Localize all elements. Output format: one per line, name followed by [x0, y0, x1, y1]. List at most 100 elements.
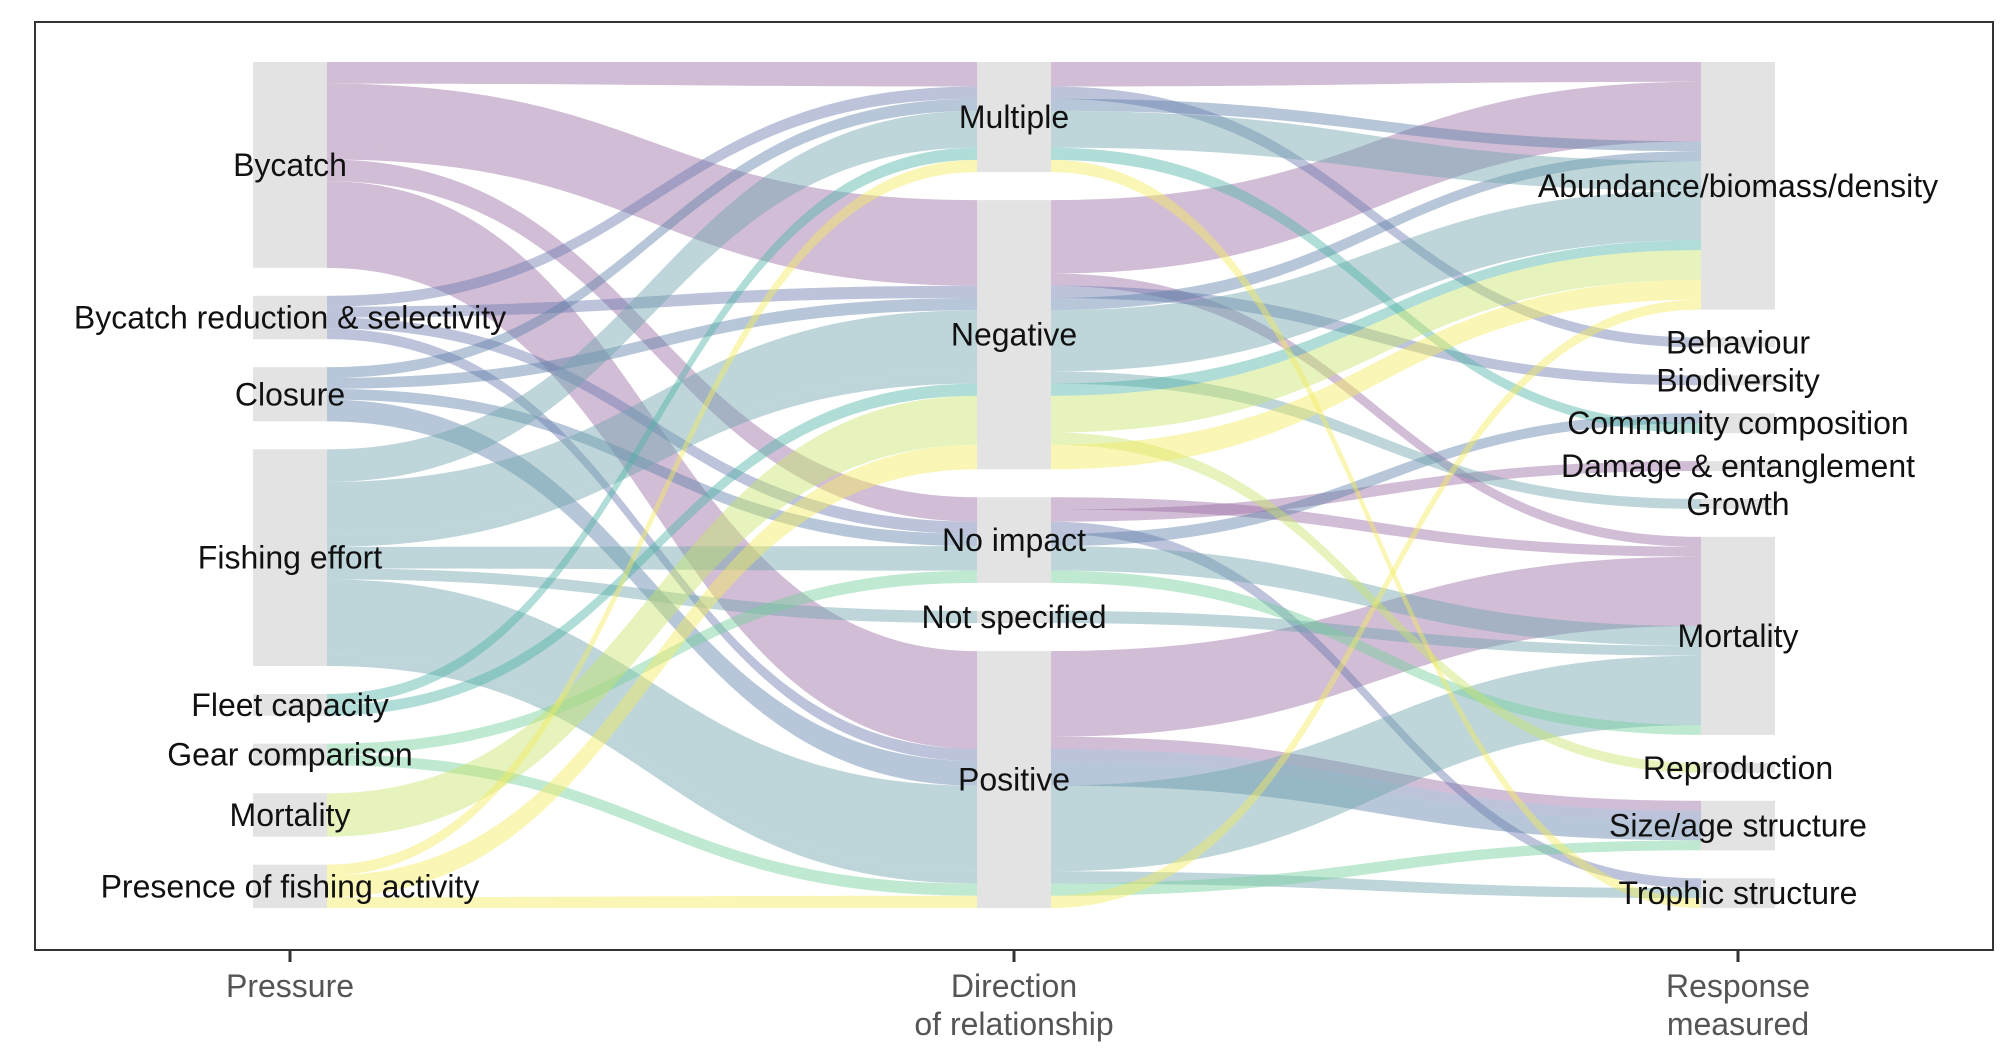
flow-bycatch-reduction-selectivity-positive-10 [327, 328, 977, 762]
node-pressure-mortality [253, 793, 327, 837]
flow-presence-of-fishing-activity-multiple-28 [327, 159, 977, 876]
node-label-pressure-mortality: Mortality [230, 797, 351, 833]
flow-bycatch-abundance-biomass-density-1 [1051, 81, 1701, 274]
node-label-direction-no-impact: No impact [942, 522, 1086, 558]
node-response-growth [1701, 499, 1775, 509]
node-label-direction-not-specified: Not specified [922, 599, 1107, 635]
flow-mortality-negative-27 [327, 432, 977, 837]
nodes-layer [253, 62, 1775, 908]
flow-closure-abundance-biomass-density-11 [1051, 98, 1701, 152]
node-label-response-trophic-structure: Trophic structure [1619, 875, 1858, 911]
flow-fishing-effort-trophic-structure-21 [1051, 871, 1701, 899]
node-response-community-composition [1701, 413, 1775, 434]
flow-bycatch-no-impact-3 [327, 159, 977, 510]
node-direction-multiple [977, 62, 1051, 173]
flow-closure-community-composition-13 [1051, 413, 1701, 547]
flow-gear-comparison-mortality-24 [1051, 570, 1701, 735]
node-label-response-reproduction: Reproduction [1643, 750, 1833, 786]
flow-fishing-effort-no-impact-18 [327, 546, 977, 571]
node-label-pressure-fleet-capacity: Fleet capacity [191, 687, 388, 723]
flow-bycatch-damage-entanglement-4 [1051, 461, 1701, 522]
node-label-direction-positive: Positive [958, 762, 1070, 798]
node-response-damage-entanglement [1701, 461, 1775, 471]
flow-fishing-effort-negative-16 [327, 310, 977, 536]
node-pressure-closure [253, 367, 327, 422]
node-pressure-gear-comparison [253, 743, 327, 766]
flow-gear-comparison-no-impact-24 [327, 570, 977, 755]
flow-bycatch-reduction-selectivity-size-age-structure-10 [1051, 748, 1701, 821]
flow-fleet-capacity-negative-23 [327, 383, 977, 716]
node-label-pressure-presence-of-fishing-activity: Presence of fishing activity [101, 868, 480, 904]
node-response-reproduction [1701, 762, 1775, 773]
node-label-pressure-gear-comparison: Gear comparison [167, 737, 412, 773]
flow-gear-comparison-positive-25 [327, 754, 977, 896]
node-label-response-mortality: Mortality [1678, 618, 1799, 654]
node-label-response-community-composition: Community composition [1567, 405, 1908, 441]
flow-fishing-effort-positive-20 [327, 579, 977, 872]
axis-label-line: of relationship [914, 1006, 1113, 1042]
axis-label-line: Pressure [226, 968, 354, 1004]
node-label-direction-negative: Negative [951, 317, 1077, 353]
node-labels-layer: Bycatch Bycatch reduction & selectivity Cl… [74, 99, 1938, 911]
flow-bycatch-reduction-selectivity-no-impact-9 [327, 317, 977, 534]
axis-label-line: Response [1666, 968, 1810, 1004]
node-pressure-presence-of-fishing-activity [253, 864, 327, 908]
node-direction-positive [977, 651, 1051, 908]
node-response-trophic-structure [1701, 878, 1775, 908]
flow-closure-abundance-biomass-density-12 [1051, 151, 1701, 311]
flow-bycatch-mortality-2 [1051, 273, 1701, 547]
flow-bycatch-reduction-selectivity-multiple-7 [327, 86, 977, 307]
flow-presence-of-fishing-activity-trophic-structure-28 [1051, 159, 1701, 908]
flow-bycatch-reduction-selectivity-biodiversity-8 [1051, 285, 1701, 386]
flow-bycatch-positive-5 [327, 181, 977, 737]
node-label-response-biodiversity: Biodiversity [1656, 362, 1820, 398]
flow-bycatch-mortality-3 [1051, 497, 1701, 557]
flow-fleet-capacity-community-composition-22 [1051, 147, 1701, 434]
flow-fishing-effort-growth-17 [1051, 371, 1701, 509]
axis-label-2: Response measured [1666, 968, 1810, 1042]
node-label-response-behaviour: Behaviour [1666, 324, 1810, 360]
flow-fishing-effort-not-specified-19 [327, 568, 977, 624]
flow-presence-of-fishing-activity-positive-30 [327, 895, 977, 908]
node-label-response-size-age-structure: Size/age structure [1609, 808, 1867, 844]
node-label-pressure-bycatch: Bycatch [233, 147, 347, 183]
node-direction-no-impact [977, 497, 1051, 583]
node-pressure-bycatch [253, 62, 327, 268]
flow-mortality-abundance-biomass-density-26 [1051, 250, 1701, 433]
flow-gear-comparison-size-age-structure-25 [1051, 840, 1701, 896]
flow-fishing-effort-mortality-19 [1051, 610, 1701, 656]
flow-bycatch-negative-1 [327, 83, 977, 274]
node-label-response-growth: Growth [1686, 486, 1789, 522]
flow-closure-positive-14 [327, 399, 977, 786]
flow-fishing-effort-abundance-biomass-density-15 [1051, 110, 1701, 191]
flow-fishing-effort-abundance-biomass-density-16 [1051, 190, 1701, 372]
flow-presence-of-fishing-activity-negative-29 [327, 444, 977, 898]
node-label-response-abundance-biomass-density: Abundance/biomass/density [1538, 168, 1938, 204]
node-response-mortality [1701, 536, 1775, 735]
flow-closure-size-age-structure-14 [1051, 761, 1701, 841]
flow-bycatch-reduction-selectivity-trophic-structure-9 [1051, 521, 1701, 889]
flow-fleet-capacity-multiple-22 [327, 147, 977, 705]
flow-bycatch-reduction-selectivity-negative-8 [327, 285, 977, 318]
node-pressure-fleet-capacity [253, 694, 327, 716]
flow-bycatch-mortality-5 [1051, 556, 1701, 737]
flow-bycatch-abundance-biomass-density-0 [1051, 62, 1701, 87]
flow-closure-multiple-11 [327, 98, 977, 378]
flow-bycatch-negative-2 [327, 148, 977, 286]
node-label-pressure-bycatch-reduction-selectivity: Bycatch reduction & selectivity [74, 300, 506, 336]
node-response-biodiversity [1701, 375, 1775, 386]
flow-presence-of-fishing-activity-abundance-biomass-density-30 [1051, 299, 1701, 909]
node-response-size-age-structure [1701, 800, 1775, 851]
axis-label-line: measured [1667, 1006, 1809, 1042]
flows-layer [327, 62, 1701, 909]
node-label-direction-multiple: Multiple [959, 99, 1069, 135]
flow-presence-of-fishing-activity-abundance-biomass-density-29 [1051, 279, 1701, 470]
flow-fishing-effort-positive-21 [327, 655, 977, 884]
flow-fishing-effort-negative-17 [327, 371, 977, 547]
flow-fleet-capacity-abundance-biomass-density-23 [1051, 240, 1701, 396]
flow-mortality-reproduction-27 [1051, 432, 1701, 773]
node-pressure-fishing-effort [253, 449, 327, 666]
flow-bycatch-multiple-0 [327, 62, 977, 87]
flow-mortality-negative-26 [327, 395, 977, 826]
